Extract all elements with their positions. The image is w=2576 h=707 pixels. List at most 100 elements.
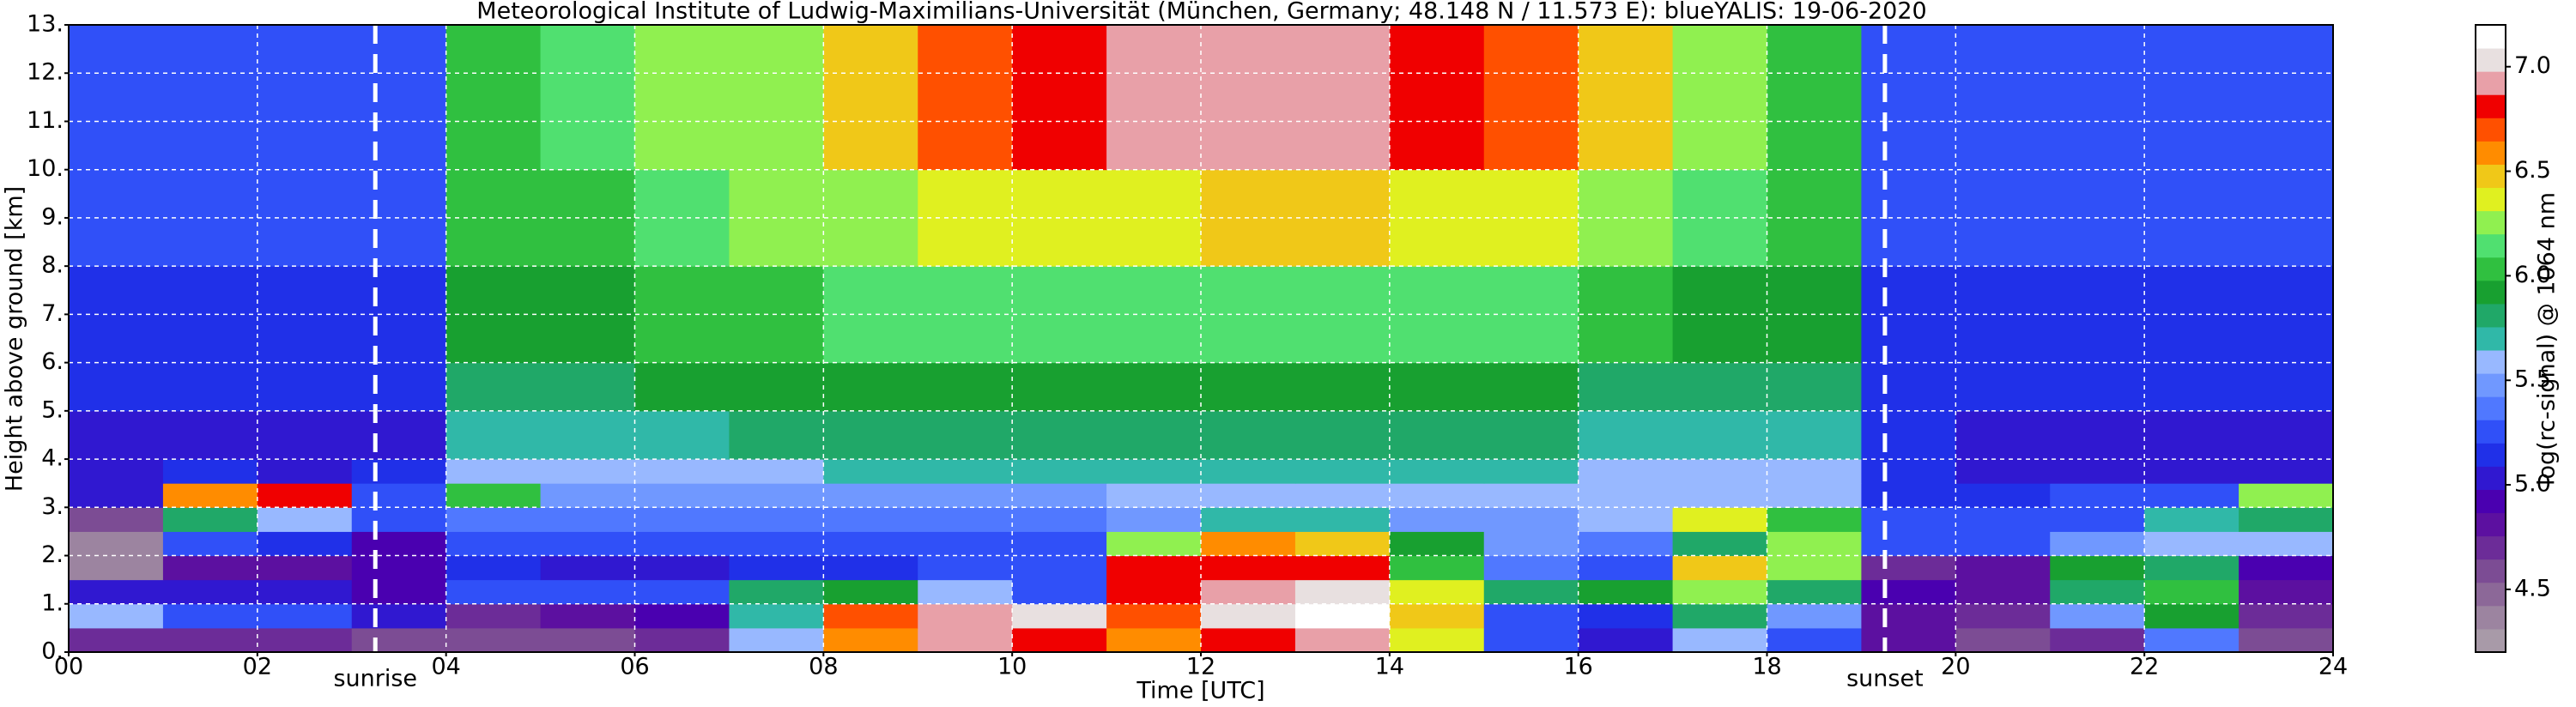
heatmap-cell — [1389, 459, 1485, 484]
heatmap-cell — [1012, 410, 1107, 460]
heatmap-cell — [1578, 362, 1674, 412]
heatmap-cell — [1483, 507, 1579, 532]
heatmap-cell — [1955, 627, 2051, 653]
heatmap-cell — [823, 531, 918, 557]
heatmap-cell — [257, 410, 353, 460]
heatmap-cell — [2050, 531, 2145, 557]
colorbar-swatch — [2476, 605, 2506, 630]
x-tick-label: 24 — [2318, 654, 2348, 680]
heatmap-cell — [351, 410, 447, 460]
heatmap-cell — [1578, 459, 1674, 484]
heatmap-cell — [351, 579, 447, 605]
heatmap-cell — [351, 555, 447, 581]
heatmap-cell — [823, 507, 918, 532]
heatmap-cell — [634, 531, 730, 557]
heatmap-cell — [1012, 25, 1107, 171]
colorbar-swatch — [2476, 164, 2506, 189]
heatmap-cell — [1955, 25, 2051, 171]
colorbar-tick-label: 5.0 — [2514, 471, 2551, 498]
heatmap-cell — [445, 531, 542, 557]
colorbar-swatch — [2476, 373, 2506, 397]
heatmap-cell — [1578, 25, 1674, 171]
colorbar-swatch — [2476, 512, 2506, 537]
heatmap-cell — [1294, 531, 1391, 557]
heatmap-cell — [729, 459, 824, 484]
heatmap-cell — [729, 507, 824, 532]
heatmap-cell — [1955, 362, 2051, 412]
colorbar-swatch — [2476, 94, 2506, 118]
heatmap-cell — [918, 410, 1013, 460]
heatmap-cell — [69, 362, 164, 412]
heatmap-cell — [2144, 627, 2240, 653]
heatmap-cell — [823, 410, 918, 460]
heatmap-cell — [1672, 25, 1767, 171]
heatmap-cell — [1767, 25, 1862, 171]
heatmap-cell — [823, 362, 918, 412]
heatmap-cell — [918, 459, 1013, 484]
y-axis-title: Height above ground [km] — [2, 186, 28, 492]
heatmap-cell — [1389, 579, 1485, 605]
heatmap-cell — [1483, 362, 1579, 412]
colorbar-swatch — [2476, 350, 2506, 374]
heatmap-cell — [1767, 603, 1862, 629]
heatmap-cell — [634, 459, 730, 484]
heatmap-cell — [1578, 555, 1674, 581]
heatmap-cell — [2050, 627, 2145, 653]
heatmap-cell — [823, 555, 918, 581]
colorbar-swatch — [2476, 489, 2506, 514]
heatmap-cell — [1861, 362, 1956, 412]
y-tick-label: 2. — [41, 541, 64, 568]
heatmap-cell — [1106, 25, 1202, 171]
heatmap-cell — [2144, 483, 2240, 508]
heatmap-cell — [445, 362, 542, 412]
chart-title: Meteorological Institute of Ludwig-Maxim… — [476, 0, 1926, 25]
heatmap-cell — [1483, 627, 1579, 653]
heatmap-cell — [1389, 507, 1485, 532]
x-tick-label: 00 — [54, 654, 83, 680]
heatmap-cell — [351, 362, 447, 412]
heatmap-cell — [1861, 25, 1956, 171]
colorbar-swatch — [2476, 443, 2506, 467]
heatmap-cell — [1578, 531, 1674, 557]
heatmap-cell — [1861, 483, 1956, 508]
heatmap-cell — [1955, 410, 2051, 460]
heatmap-cell — [1578, 507, 1674, 532]
heatmap-cell — [1106, 507, 1202, 532]
heatmap-cell — [2239, 459, 2334, 484]
heatmap-cell — [918, 555, 1013, 581]
y-tick-label: 9. — [41, 203, 64, 230]
heatmap-cell — [351, 603, 447, 629]
heatmap-cell — [162, 25, 258, 171]
heatmap-cell — [2144, 459, 2240, 484]
heatmap-cell — [1106, 483, 1202, 508]
heatmap-cell — [634, 483, 730, 508]
heatmap-cell — [257, 531, 353, 557]
heatmap-cell — [918, 531, 1013, 557]
heatmap-cell — [540, 579, 635, 605]
heatmap-cell — [1012, 459, 1107, 484]
heatmap-cell — [1578, 603, 1674, 629]
heatmap-cell — [1672, 627, 1767, 653]
heatmap-cell — [1106, 627, 1202, 653]
y-tick-label: 0. — [41, 638, 64, 665]
heatmap-cell — [1955, 531, 2051, 557]
annotation-label: sunrise — [333, 666, 417, 692]
heatmap-cell — [1012, 531, 1107, 557]
heatmap-cell — [1012, 627, 1107, 653]
heatmap-cell — [351, 627, 447, 653]
heatmap-cell — [1767, 579, 1862, 605]
heatmap-cell — [540, 483, 635, 508]
heatmap-cell — [1578, 483, 1674, 508]
heatmap-cell — [634, 507, 730, 532]
heatmap-cell — [162, 410, 258, 460]
y-tick-label: 4. — [41, 445, 64, 472]
heatmap-cell — [729, 627, 824, 653]
heatmap-cell — [257, 483, 353, 508]
heatmap-cell — [2144, 507, 2240, 532]
heatmap-cell — [1294, 579, 1391, 605]
heatmap-cell — [823, 627, 918, 653]
heatmap-cell — [1578, 579, 1674, 605]
heatmap-cell — [540, 459, 635, 484]
heatmap-cell — [1672, 459, 1767, 484]
heatmap-cell — [1861, 507, 1956, 532]
